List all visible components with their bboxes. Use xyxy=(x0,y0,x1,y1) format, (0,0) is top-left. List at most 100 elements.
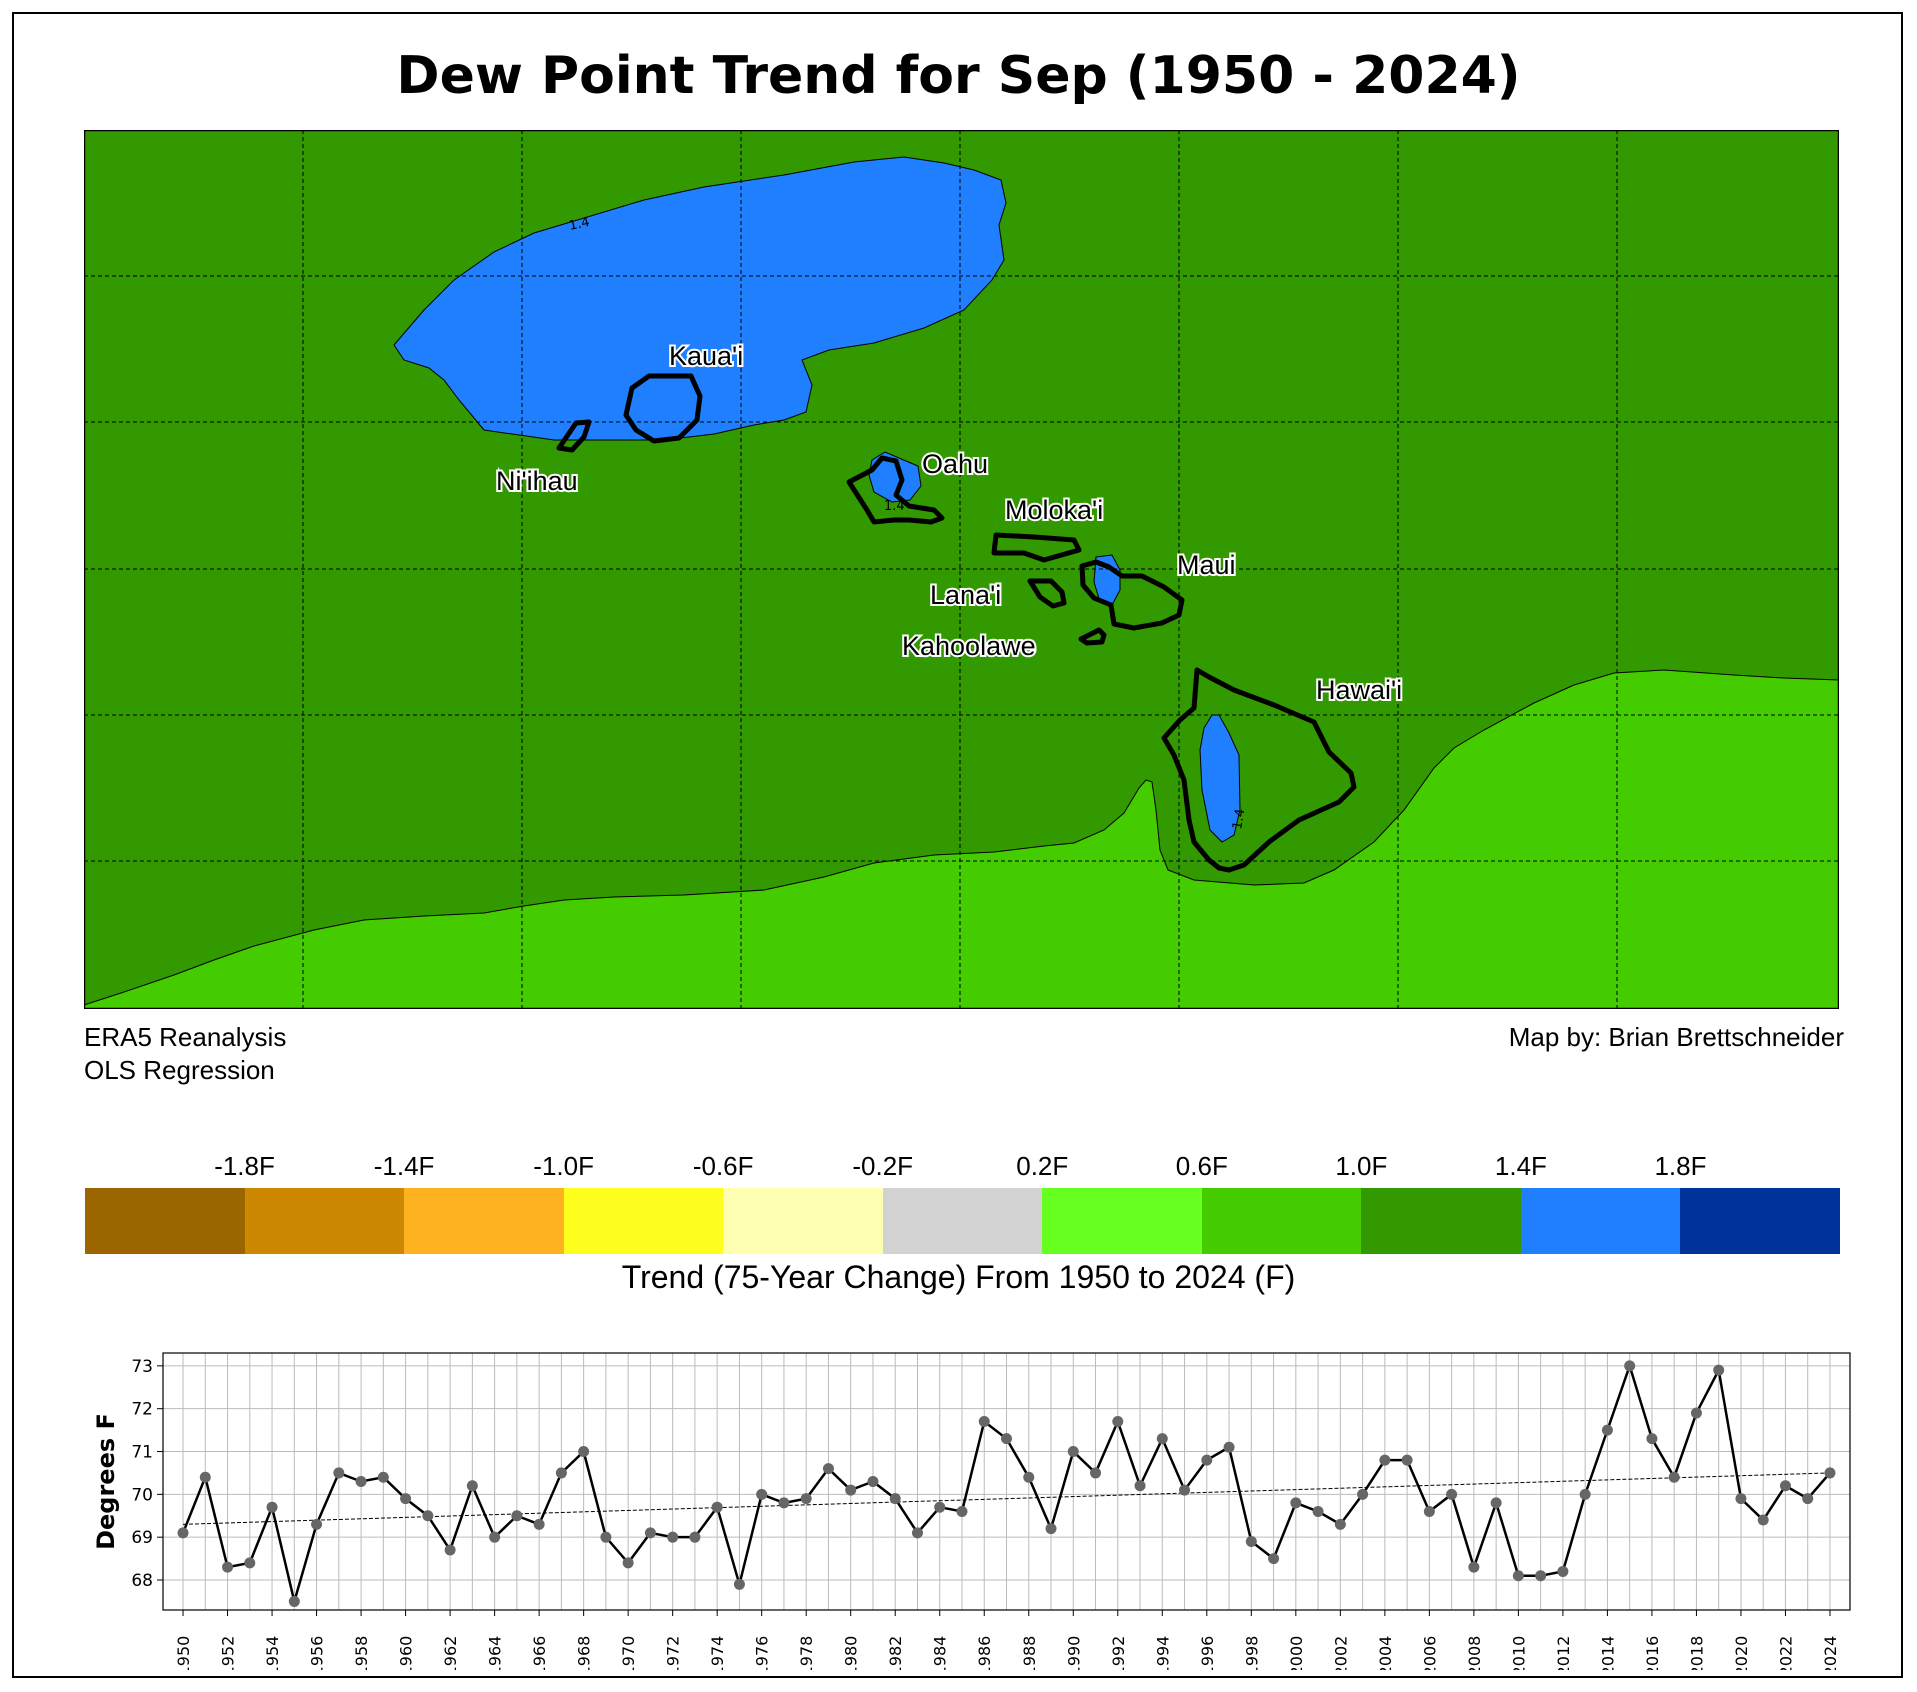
x-tick-label: 1964 xyxy=(486,1636,505,1670)
data-point xyxy=(1023,1471,1035,1483)
colorbar-tick: -0.6F xyxy=(692,1151,754,1181)
data-point xyxy=(444,1544,456,1556)
data-point xyxy=(288,1595,300,1607)
data-point xyxy=(822,1463,834,1475)
outline-niihau xyxy=(556,419,592,453)
data-point xyxy=(800,1493,812,1505)
x-tick-label: 1992 xyxy=(1109,1636,1128,1670)
x-tick-label: 1958 xyxy=(352,1636,371,1670)
data-point xyxy=(1112,1416,1124,1428)
x-tick-label: 1984 xyxy=(931,1636,950,1670)
colorbar-tick: -1.8F xyxy=(214,1151,275,1181)
data-point xyxy=(1802,1493,1814,1505)
data-point xyxy=(600,1531,612,1543)
data-point xyxy=(1379,1454,1391,1466)
colorbar-tick: 1.8F xyxy=(1654,1151,1707,1181)
outline-hawaii xyxy=(1161,667,1357,873)
data-point xyxy=(1201,1454,1213,1466)
x-tick-label: 1962 xyxy=(441,1636,460,1670)
colorbar-tick: -1.0F xyxy=(533,1151,594,1181)
data-point xyxy=(1535,1570,1547,1582)
colorbar-segment xyxy=(882,1188,1043,1254)
x-tick-label: 1998 xyxy=(1242,1636,1261,1670)
data-point xyxy=(177,1527,189,1539)
data-point xyxy=(1423,1505,1435,1517)
data-point xyxy=(222,1561,234,1573)
colorbar-segment xyxy=(1042,1188,1202,1254)
colorbar xyxy=(85,1188,1841,1254)
colorbar-segment xyxy=(85,1188,245,1254)
outline-kahoolawe xyxy=(1078,627,1107,646)
label-maui: Maui xyxy=(1177,550,1236,580)
data-point xyxy=(1312,1505,1324,1517)
data-point xyxy=(511,1510,523,1522)
x-tick-label: 1954 xyxy=(263,1636,282,1670)
y-axis-label: Degrees F xyxy=(92,1413,120,1550)
map-gridlines xyxy=(84,130,1839,1009)
data-point xyxy=(756,1488,768,1500)
x-tick-label: 1968 xyxy=(575,1636,594,1670)
label-oahu: Oahu xyxy=(922,449,988,479)
colorbar-tick: 1.4F xyxy=(1494,1151,1547,1181)
data-point xyxy=(377,1471,389,1483)
x-tick-label: 2002 xyxy=(1331,1636,1350,1670)
outline-oahu xyxy=(846,455,945,525)
figure-title: Dew Point Trend for Sep (1950 - 2024) xyxy=(396,46,1521,106)
colorbar-segment xyxy=(723,1188,883,1254)
x-tick-label: 1988 xyxy=(1020,1636,1039,1670)
trend-map: 1.4 1.4 1.4 Kaua'i Ni'ihau Oahu Moloka'i… xyxy=(84,130,1839,1009)
colorbar-tick: -0.2F xyxy=(852,1151,914,1181)
x-tick-label: 1960 xyxy=(397,1636,416,1670)
outline-maui xyxy=(1079,559,1185,631)
label-kahoolawe: Kahoolawe xyxy=(902,631,1036,661)
contour-label-oahu: 1.4 xyxy=(884,499,905,514)
data-point xyxy=(333,1467,345,1479)
data-point xyxy=(1713,1364,1725,1376)
data-point xyxy=(1290,1497,1302,1509)
data-point xyxy=(533,1518,545,1530)
colorbar-tick-labels: -1.8F -1.4F -1.0F -0.6F -0.2F 0.2F 0.6F 1.0F 1.4… xyxy=(0,1151,1917,1183)
x-tick-label: 2004 xyxy=(1376,1636,1395,1670)
colorbar-tick: 0.6F xyxy=(1175,1151,1228,1181)
x-tick-label: 1970 xyxy=(619,1636,638,1670)
y-tick-label: 73 xyxy=(131,1357,153,1377)
data-point xyxy=(355,1476,367,1487)
upper-trend-region-hawaii xyxy=(1199,714,1241,843)
data-point xyxy=(1001,1433,1012,1445)
data-point xyxy=(622,1557,634,1569)
x-tick-label: 2000 xyxy=(1287,1636,1306,1670)
data-point xyxy=(1245,1535,1257,1547)
outline-molokai xyxy=(991,532,1082,563)
data-point xyxy=(1446,1488,1458,1500)
data-point xyxy=(711,1501,723,1513)
x-tick-label: 1980 xyxy=(842,1636,861,1670)
x-tick-label: 1972 xyxy=(664,1636,683,1670)
y-tick-label: 71 xyxy=(131,1443,153,1463)
data-point xyxy=(1601,1424,1613,1436)
data-point xyxy=(1401,1454,1413,1466)
data-point xyxy=(978,1416,990,1428)
data-point xyxy=(1624,1360,1636,1372)
colorbar-segment xyxy=(1520,1188,1681,1254)
data-point xyxy=(1090,1467,1102,1479)
data-point xyxy=(1134,1480,1146,1492)
label-kauai: Kaua'i xyxy=(669,341,743,371)
y-tick-label: 69 xyxy=(131,1528,153,1548)
outline-lanai xyxy=(1027,578,1067,609)
data-point xyxy=(1690,1407,1702,1419)
island-labels: Kaua'i Ni'ihau Oahu Moloka'i Maui Lana'i… xyxy=(494,339,1404,707)
data-point xyxy=(1490,1497,1502,1509)
label-lanai: Lana'i xyxy=(930,580,1001,610)
x-tick-label: 2018 xyxy=(1687,1636,1706,1670)
x-tick-label: 1956 xyxy=(308,1636,327,1670)
data-point xyxy=(733,1578,745,1590)
data-point xyxy=(422,1510,434,1522)
data-point xyxy=(956,1505,968,1517)
x-tick-label: 2010 xyxy=(1509,1636,1528,1670)
data-point xyxy=(867,1476,879,1487)
data-point xyxy=(1824,1467,1836,1479)
data-point xyxy=(1223,1441,1235,1453)
colorbar-tick: 1.0F xyxy=(1335,1151,1388,1181)
x-tick-label: 2014 xyxy=(1598,1636,1617,1670)
colorbar-segment xyxy=(244,1188,405,1254)
